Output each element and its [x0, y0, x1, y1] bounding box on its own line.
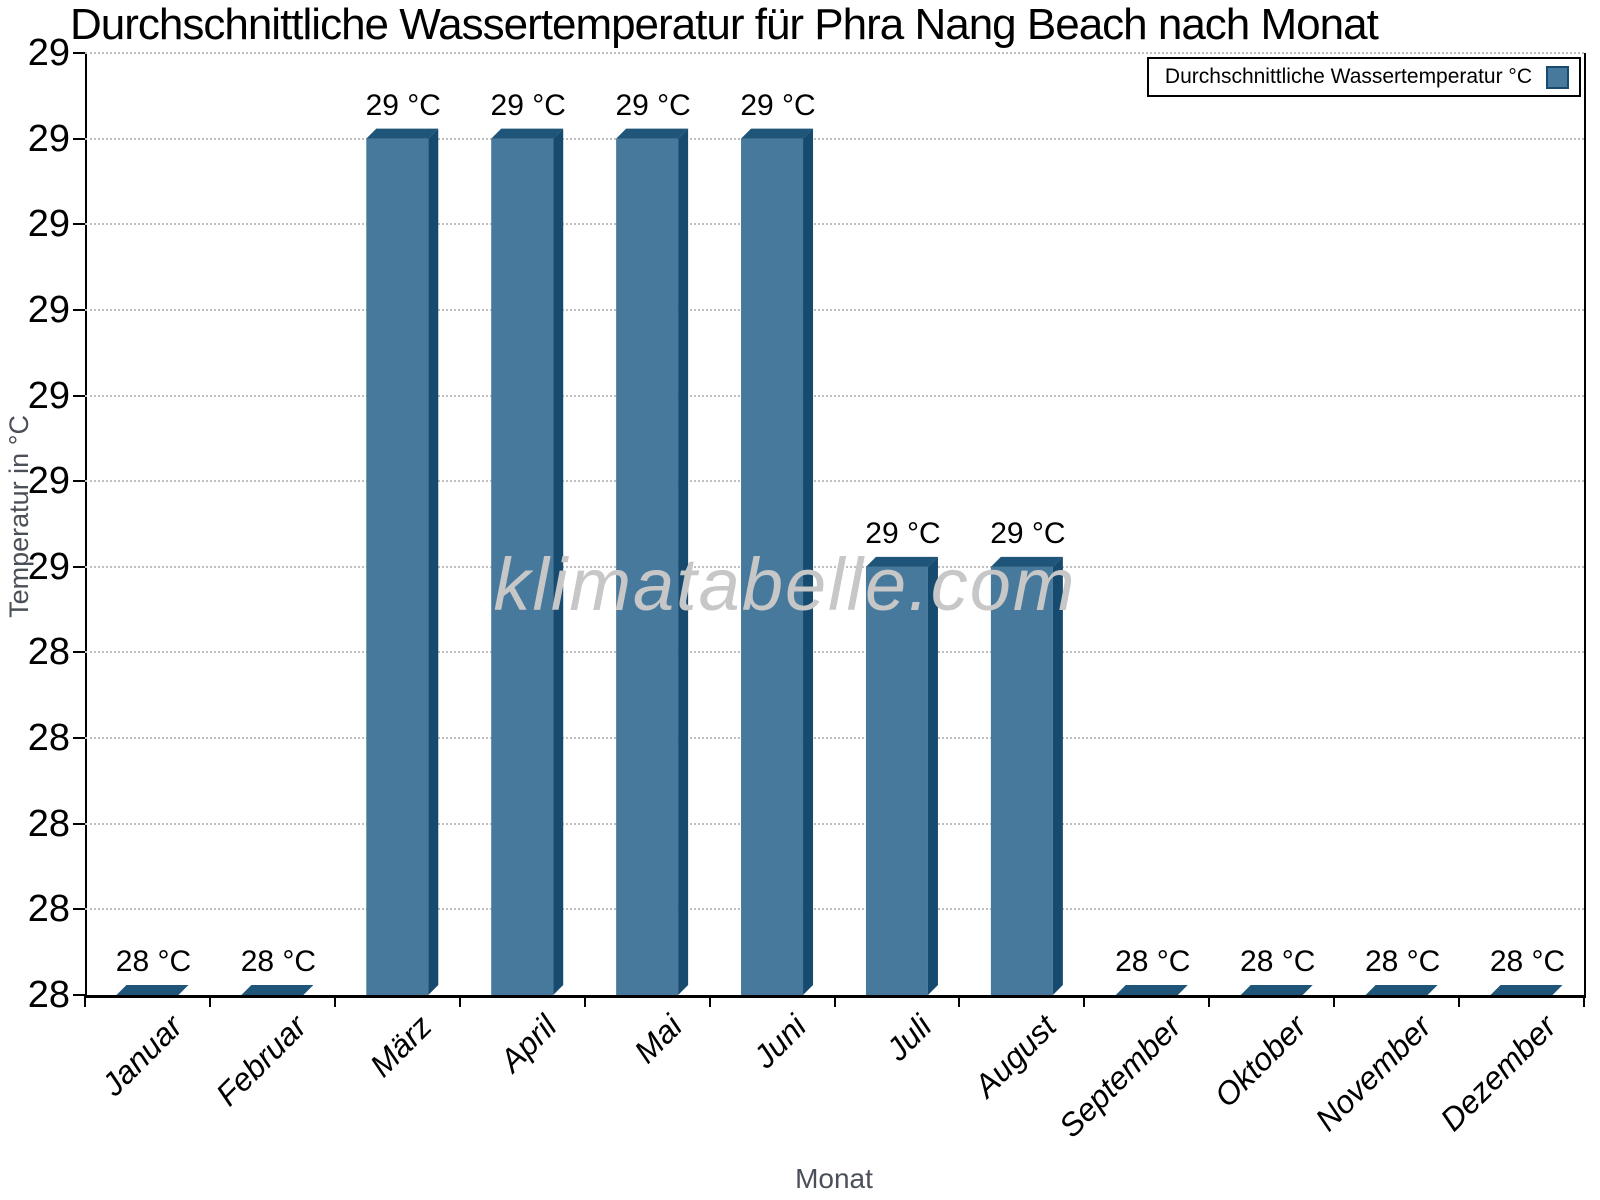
x-axis-tick — [834, 995, 836, 1007]
x-category-label: Mai — [626, 1008, 689, 1070]
gridline — [85, 823, 1584, 825]
x-axis-tick — [958, 995, 960, 1007]
x-axis-tick — [1208, 995, 1210, 1007]
x-axis-tick — [1583, 995, 1585, 1007]
y-axis-tick — [73, 395, 85, 397]
bar-value-label: 29 °C — [740, 88, 816, 122]
x-category-label: November — [1308, 1008, 1439, 1138]
x-axis-tick — [1083, 995, 1085, 1007]
gridline — [85, 908, 1584, 910]
y-tick-label: 29 — [27, 375, 70, 417]
bar-value-label: 29 °C — [865, 516, 941, 550]
watermark: klimatabelle.com — [493, 543, 1077, 626]
bar-value-label: 29 °C — [365, 88, 441, 122]
y-axis-tick — [73, 480, 85, 482]
x-category-label: Februar — [209, 1008, 314, 1113]
y-tick-label: 28 — [27, 974, 70, 1016]
x-category-label: Juli — [879, 1008, 939, 1068]
y-tick-label: 29 — [27, 32, 70, 74]
x-axis-tick — [584, 995, 586, 1007]
x-category-label: Juni — [746, 1008, 814, 1075]
y-axis-tick — [73, 566, 85, 568]
y-axis-title: Temperatur in °C — [4, 415, 34, 618]
x-category-label: Oktober — [1207, 1008, 1314, 1114]
y-axis-tick — [73, 908, 85, 910]
x-axis-title: Monat — [795, 1163, 873, 1194]
gridline — [85, 52, 1584, 54]
plot-area — [85, 53, 1586, 998]
y-tick-label: 29 — [27, 118, 70, 160]
bar-value-label: 29 °C — [990, 516, 1066, 550]
x-category-label: Januar — [94, 1008, 189, 1103]
gridline — [85, 138, 1584, 140]
x-axis-tick — [84, 995, 86, 1007]
y-axis-tick — [73, 737, 85, 739]
x-axis-tick — [1458, 995, 1460, 1007]
x-axis-tick — [459, 995, 461, 1007]
x-category-label: August — [967, 1008, 1064, 1104]
x-axis-tick — [334, 995, 336, 1007]
y-tick-label: 28 — [27, 631, 70, 673]
bar-value-label: 28 °C — [1240, 945, 1316, 978]
gridline — [85, 480, 1584, 482]
y-axis-tick — [73, 309, 85, 311]
y-tick-label: 29 — [27, 546, 70, 588]
bar-value-label: 28 °C — [115, 945, 192, 978]
x-category-label: April — [492, 1008, 564, 1079]
legend-box: Durchschnittliche Wassertemperatur °C — [1146, 57, 1581, 97]
y-tick-label: 28 — [27, 803, 70, 845]
bar-value-label: 28 °C — [1364, 945, 1441, 978]
chart-title: Durchschnittliche Wassertemperatur für P… — [70, 0, 1379, 49]
legend-swatch-icon — [1546, 65, 1569, 89]
gridline — [85, 651, 1584, 653]
x-category-label: März — [363, 1008, 439, 1084]
gridline — [85, 566, 1584, 568]
x-axis-tick — [709, 995, 711, 1007]
y-axis-tick — [73, 223, 85, 225]
gridline — [85, 395, 1584, 397]
y-axis-tick — [73, 52, 85, 54]
bar-value-label: 28 °C — [1115, 945, 1191, 978]
gridline — [85, 737, 1584, 739]
gridline — [85, 223, 1584, 225]
y-axis-tick — [73, 994, 85, 996]
y-axis-tick — [73, 823, 85, 825]
y-axis-tick — [73, 651, 85, 653]
bar-value-label: 28 °C — [240, 945, 317, 978]
bar-value-label: 29 °C — [490, 88, 566, 122]
y-tick-label: 29 — [27, 289, 70, 331]
bar-value-label: 29 °C — [615, 88, 691, 122]
y-axis-tick — [73, 138, 85, 140]
y-tick-label: 28 — [27, 888, 70, 930]
y-tick-label: 29 — [27, 203, 70, 245]
x-category-label: September — [1052, 1008, 1189, 1145]
bar-value-label: 28 °C — [1489, 945, 1566, 978]
x-category-label: Dezember — [1433, 1008, 1564, 1138]
legend-label: Durchschnittliche Wassertemperatur °C — [1164, 65, 1532, 88]
x-axis-tick — [1333, 995, 1335, 1007]
y-tick-label: 28 — [27, 717, 70, 759]
y-tick-label: 29 — [27, 460, 70, 502]
x-axis-tick — [209, 995, 211, 1007]
gridline — [85, 309, 1584, 311]
